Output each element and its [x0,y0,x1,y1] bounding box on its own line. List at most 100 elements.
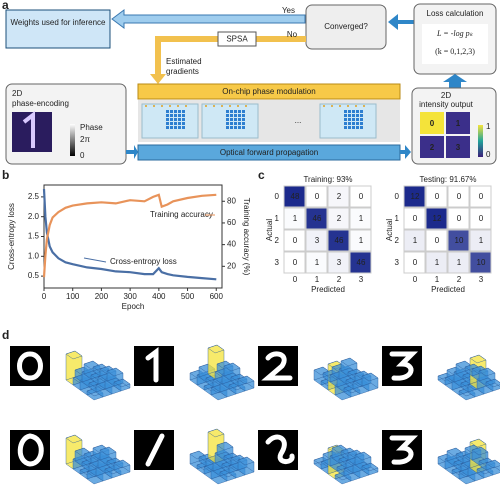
heatmap-cell [349,251,372,274]
heatmap-cell [283,229,306,252]
output-digit: 1 [456,119,461,128]
chip-dot [363,105,365,107]
digit-stroke [265,434,295,464]
chip-cell [166,122,169,125]
bar-3d [485,378,500,392]
heatmap-cell [469,185,492,208]
series-line [42,188,217,281]
cell-label: 0 [293,258,298,267]
cell-label: 10 [455,236,464,245]
chip-cell [344,118,347,121]
digit-stroke [17,433,44,467]
series-annotation: Cross-entropy loss [110,257,177,266]
digit-sample [10,430,131,485]
digit-stroke [261,351,293,381]
digit-sample [258,430,379,485]
chip-cell [234,118,237,121]
x-tick-label: 1 [315,275,320,284]
cell-label: 12 [433,214,442,223]
y2-tick-label: 20 [227,261,236,270]
cell-label: 0 [435,192,440,201]
cell-label: 0 [435,236,440,245]
x-tick-label: 0 [42,292,47,301]
heatmap-cell [349,207,372,230]
chip-cell [170,126,173,129]
modulation-text: On-chip phase modulation [222,87,315,96]
spsa-box [217,31,257,47]
loss-inner [422,24,488,64]
y-tick-label: 1 [395,214,400,223]
y-tick-label: 3 [275,258,280,267]
y-tick-label: 2 [275,236,280,245]
cell-label: 2 [337,192,342,201]
y-tick-label: 1.0 [28,251,40,260]
chip-cell [230,126,233,129]
heatmap-cell [403,251,426,274]
chip-cell [178,122,181,125]
x-tick-label: 400 [152,292,166,301]
chip-cell [356,110,359,113]
heatmap-cell [283,251,306,274]
heatmap-cell [403,229,426,252]
x-tick-label: 0 [293,275,298,284]
output-colorbar [478,125,483,157]
x-tick-label: 300 [123,292,137,301]
chip-cell [170,122,173,125]
chip-cell [344,110,347,113]
chip-dot [185,105,187,107]
heatmap-cell [349,229,372,252]
chip-dot [237,105,239,107]
chip-dot [229,105,231,107]
output-digit: 3 [456,143,461,152]
weights-box [5,9,111,49]
chip-cell [360,126,363,129]
y-label: Actual [265,219,274,241]
chip-cell [178,126,181,129]
cell-label: 1 [435,258,440,267]
heatmap-cell [425,207,448,230]
converged-box [305,4,387,50]
x-label: Predicted [311,285,345,294]
digit-stroke [389,435,419,465]
chip-cell [174,118,177,121]
chip-cell [178,118,181,121]
chip-cell [242,126,245,129]
heatmap-cell [425,229,448,252]
digit-sample [382,430,500,485]
chip-cell [174,114,177,117]
chip-cell [352,122,355,125]
x-tick-label: 3 [479,275,484,284]
chip-cell [238,122,241,125]
x-tick-label: 600 [210,292,224,301]
digit-sample [134,344,255,401]
digit-stroke [389,351,419,381]
chip-cell [238,110,241,113]
cell-label: 46 [357,258,366,267]
yes-arrow [111,9,306,29]
chip-cell [226,126,229,129]
output-grid: 0 1 2 3 [420,112,470,158]
encoding-text: phase-encoding [12,99,69,108]
heatmap-cell [403,207,426,230]
chip-cell [356,122,359,125]
panel-label: d [2,328,9,342]
chip-dot [177,105,179,107]
out-arrow [400,145,411,159]
chip-cell [230,110,233,113]
no-arrowhead [150,74,166,84]
heatmap-title: Testing: 91.67% [420,175,477,184]
x-label: Predicted [431,285,465,294]
panel-label: a [2,0,9,12]
chip-cell [242,110,245,113]
chip-dot [331,105,333,107]
chip-cell [182,114,185,117]
cell-label: 1 [479,236,484,245]
cell-label: 0 [457,192,462,201]
chip-cell [348,118,351,121]
chip-cell [234,126,237,129]
y-tick-label: 0 [395,192,400,201]
y-label: Actual [385,219,394,241]
loss-formula: L = -log pₖ [436,29,474,38]
chip-cell [242,122,245,125]
x-label: Epoch [122,302,145,311]
